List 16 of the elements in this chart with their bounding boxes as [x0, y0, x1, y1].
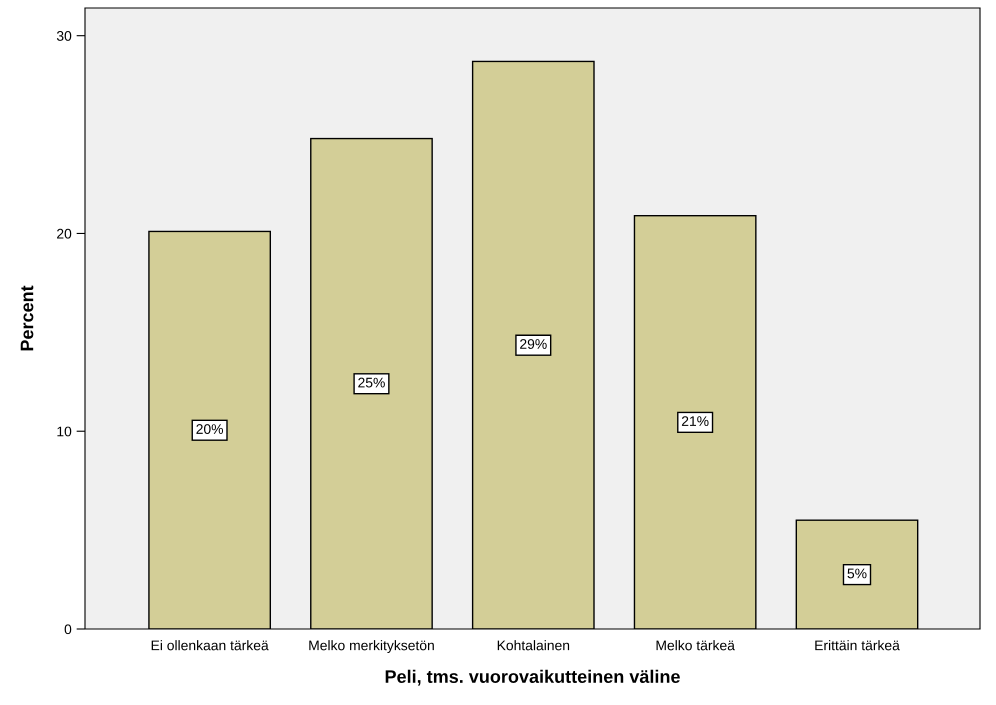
- y-tick-label: 10: [57, 426, 72, 436]
- data-label: 21%: [682, 416, 709, 426]
- x-tick-label: Melko merkityksetön: [309, 640, 434, 654]
- x-tick-label: Melko tärkeä: [656, 640, 735, 650]
- data-label: 25%: [358, 378, 385, 388]
- x-tick-label: Erittäin tärkeä: [815, 640, 900, 650]
- data-label: 5%: [848, 568, 867, 578]
- x-tick-label: Kohtalainen: [498, 640, 570, 650]
- y-tick-label: 0: [64, 624, 72, 634]
- y-tick-label: 30: [56, 31, 72, 41]
- y-tick-label: 20: [57, 228, 72, 239]
- x-tick-label: Ei ollenkaan tärkeä: [152, 640, 269, 650]
- x-axis-title: Peli, tms. vuorovaikutteinen väline: [386, 670, 680, 686]
- data-label: 29%: [520, 339, 547, 349]
- data-label: 20%: [196, 424, 224, 434]
- y-axis-title: Percent: [20, 286, 34, 350]
